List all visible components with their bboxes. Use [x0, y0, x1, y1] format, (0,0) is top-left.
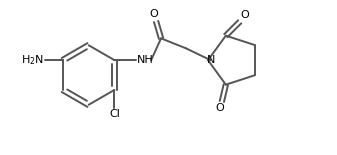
Text: N: N [207, 55, 215, 65]
Text: O: O [150, 9, 158, 19]
Text: NH: NH [137, 55, 154, 65]
Text: O: O [215, 104, 224, 113]
Text: H$_2$N: H$_2$N [21, 53, 44, 67]
Text: O: O [241, 10, 249, 20]
Text: Cl: Cl [109, 109, 120, 119]
